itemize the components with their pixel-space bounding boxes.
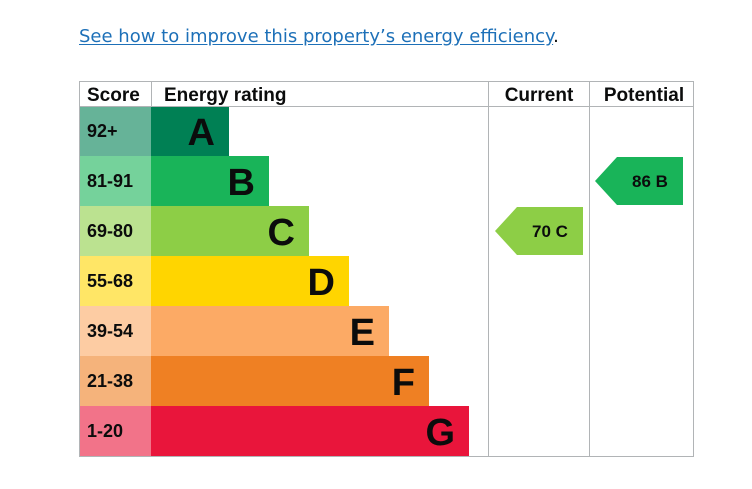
current-column-header: Current — [505, 85, 574, 106]
band-bar-b — [151, 156, 269, 206]
band-bar-c — [151, 206, 309, 256]
rating-bands: 92+ A 81-91 B 69-80 C 55-68 D 39-54 E 21-38 F 1-20 G — [79, 106, 469, 456]
score-cell-c — [79, 206, 151, 256]
potential-column-header: Potential — [604, 85, 684, 106]
potential-rating-label: 86 B — [632, 172, 668, 191]
band-bar-a — [151, 106, 229, 156]
band-bar-e — [151, 306, 389, 356]
band-letter-f: F — [392, 362, 415, 404]
score-label-d: 55-68 — [87, 271, 133, 291]
intro-trailing-period: . — [553, 26, 559, 47]
energy-rating-column-header: Energy rating — [164, 85, 286, 106]
potential-rating-arrow — [595, 157, 683, 205]
rating-indicators: 70 C 86 B — [495, 157, 683, 255]
intro-line: See how to improve this property’s energ… — [79, 26, 559, 47]
score-label-c: 69-80 — [87, 221, 133, 241]
band-bar-g — [151, 406, 469, 456]
band-letter-a: A — [188, 112, 215, 154]
table-grid — [79, 81, 694, 457]
score-column-header: Score — [87, 85, 140, 106]
band-letter-e: E — [350, 312, 375, 354]
band-bar-d — [151, 256, 349, 306]
band-letter-c: C — [268, 212, 295, 254]
score-cell-e — [79, 306, 151, 356]
score-label-g: 1-20 — [87, 421, 123, 441]
improve-energy-efficiency-link[interactable]: See how to improve this property’s energ… — [79, 26, 554, 47]
band-bar-f — [151, 356, 429, 406]
score-label-a: 92+ — [87, 121, 118, 141]
score-cell-g — [79, 406, 151, 456]
band-letter-g: G — [425, 412, 455, 454]
band-letter-b: B — [228, 162, 255, 204]
score-label-f: 21-38 — [87, 371, 133, 391]
score-label-e: 39-54 — [87, 321, 133, 341]
score-cell-a — [79, 106, 151, 156]
score-cell-d — [79, 256, 151, 306]
current-rating-label: 70 C — [532, 222, 568, 241]
band-letter-d: D — [308, 262, 335, 304]
score-cell-f — [79, 356, 151, 406]
current-rating-arrow — [495, 207, 583, 255]
score-label-b: 81-91 — [87, 171, 133, 191]
score-cell-b — [79, 156, 151, 206]
